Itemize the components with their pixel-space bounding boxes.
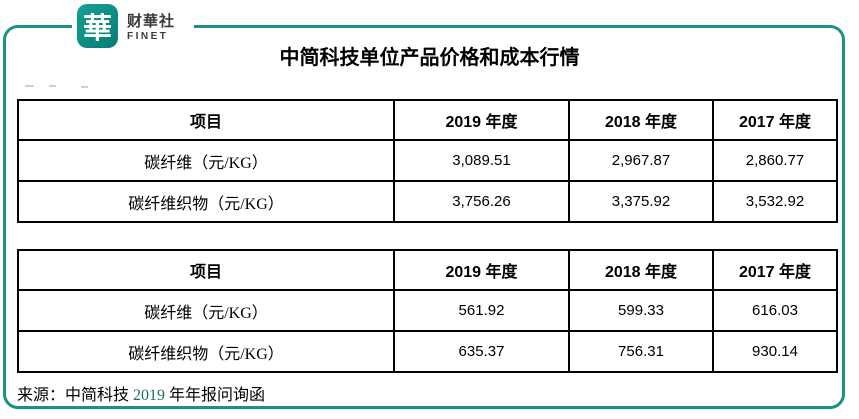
brand-wordmark: 财華社 FINET xyxy=(127,13,176,42)
value-cell: 635.37 xyxy=(393,330,570,373)
table-header-row: 项目 2019 年度 2018 年度 2017 年度 xyxy=(17,99,838,141)
value-cell: 2,967.87 xyxy=(568,139,714,182)
frame-top-gap xyxy=(72,21,194,32)
faint-artifact-dash xyxy=(49,85,56,87)
faint-artifact-dash xyxy=(25,85,34,87)
value-cell: 3,375.92 xyxy=(568,180,714,223)
header-cell-item: 项目 xyxy=(17,99,395,141)
value-cell: 3,756.26 xyxy=(393,180,570,223)
brand-name-english: FINET xyxy=(127,30,169,42)
brand-name-chinese: 财華社 xyxy=(127,13,176,30)
teal-frame-border xyxy=(3,25,845,409)
value-cell: 3,532.92 xyxy=(712,180,838,223)
header-cell-item: 项目 xyxy=(17,249,395,291)
header-cell-2019: 2019 年度 xyxy=(393,99,570,141)
row-label-cell: 碳纤维织物（元/KG） xyxy=(17,180,395,223)
header-cell-2017: 2017 年度 xyxy=(712,249,838,291)
cost-table: 项目 2019 年度 2018 年度 2017 年度 碳纤维（元/KG） 561… xyxy=(17,249,838,373)
header-cell-2018: 2018 年度 xyxy=(568,249,714,291)
table-row: 碳纤维织物（元/KG） 635.37 756.31 930.14 xyxy=(17,330,838,373)
header-cell-2018: 2018 年度 xyxy=(568,99,714,141)
value-cell: 616.03 xyxy=(712,289,838,332)
logo-character: 華 xyxy=(82,13,112,45)
table-header-row: 项目 2019 年度 2018 年度 2017 年度 xyxy=(17,249,838,291)
source-suffix: 年年报问询函 xyxy=(165,387,266,404)
faint-artifact-dash xyxy=(81,86,88,88)
header-cell-2017: 2017 年度 xyxy=(712,99,838,141)
price-table: 项目 2019 年度 2018 年度 2017 年度 碳纤维（元/KG） 3,0… xyxy=(17,99,838,223)
header-cell-2019: 2019 年度 xyxy=(393,249,570,291)
table-row: 碳纤维（元/KG） 3,089.51 2,967.87 2,860.77 xyxy=(17,139,838,182)
value-cell: 3,089.51 xyxy=(393,139,570,182)
row-label-cell: 碳纤维（元/KG） xyxy=(17,139,395,182)
page-title: 中简科技单位产品价格和成本行情 xyxy=(279,47,580,69)
source-line: 来源：中简科技 2019 年年报问询函 xyxy=(17,381,265,405)
table-row: 碳纤维织物（元/KG） 3,756.26 3,375.92 3,532.92 xyxy=(17,180,838,223)
value-cell: 561.92 xyxy=(393,289,570,332)
value-cell: 756.31 xyxy=(568,330,714,373)
value-cell: 2,860.77 xyxy=(712,139,838,182)
value-cell: 930.14 xyxy=(712,330,838,373)
source-prefix: 来源：中简科技 xyxy=(17,387,134,404)
table-row: 碳纤维（元/KG） 561.92 599.33 616.03 xyxy=(17,289,838,332)
finet-logo-icon: 華 xyxy=(77,4,118,48)
row-label-cell: 碳纤维织物（元/KG） xyxy=(17,330,395,373)
value-cell: 599.33 xyxy=(568,289,714,332)
row-label-cell: 碳纤维（元/KG） xyxy=(17,289,395,332)
source-year: 2019 xyxy=(133,387,166,404)
